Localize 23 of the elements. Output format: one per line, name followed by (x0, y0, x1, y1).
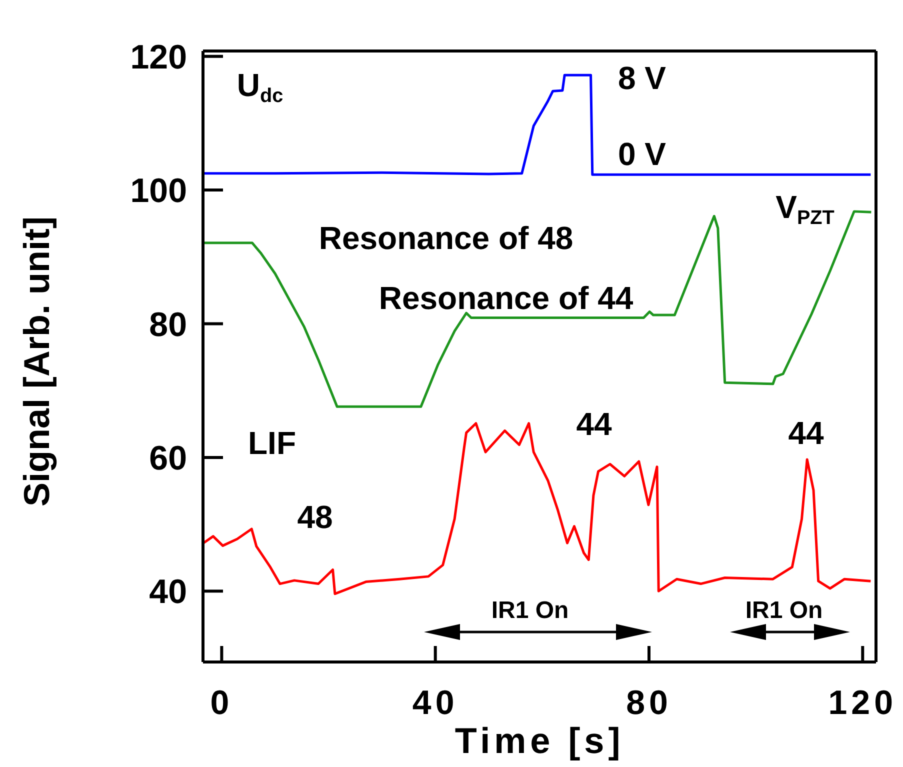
annotation: U$_{dc}$ (236, 67, 284, 107)
x-axis-title: Time [s] (454, 720, 624, 761)
annotation: IR1 On (491, 596, 569, 624)
y-tick-label: 40 (149, 573, 187, 612)
annotation: 8 V (618, 60, 667, 96)
annotation: Resonance of 48 (318, 220, 574, 256)
annotation: Resonance of 44 (378, 280, 634, 316)
x-tick-label: 80 (626, 684, 672, 722)
y-axis-title: Signal [Arb. unit] (16, 216, 57, 506)
annotation: IR1 On (745, 596, 823, 624)
annotation: 48 (297, 499, 333, 535)
annotation: V$_{PZT}$ (776, 189, 834, 229)
annotation: 44 (576, 406, 612, 442)
annotation: 0 V (618, 136, 667, 172)
x-tick-label: 40 (412, 684, 458, 722)
y-tick-label: 60 (149, 440, 187, 478)
x-tick-label: 120 (828, 684, 898, 722)
annotation: 44 (788, 415, 824, 451)
x-tick-label: 0 (210, 684, 234, 722)
annotation: LIF (248, 425, 296, 461)
y-tick-label: 100 (130, 172, 187, 210)
y-tick-label: 80 (149, 306, 187, 344)
y-tick-label: 120 (130, 38, 187, 76)
